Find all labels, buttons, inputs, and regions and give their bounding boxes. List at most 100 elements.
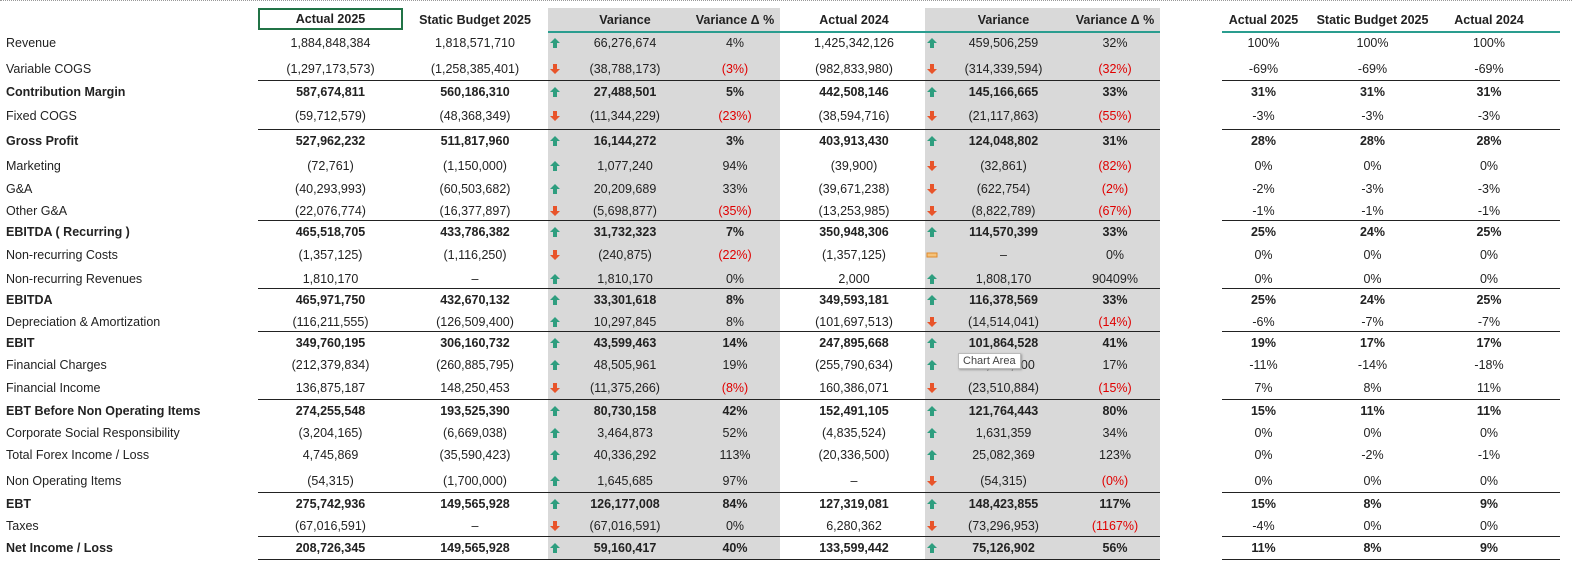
cell[interactable]: 66,276,674 xyxy=(593,36,657,50)
row-label[interactable]: Net Income / Loss xyxy=(6,541,113,555)
cell[interactable]: 14% xyxy=(722,336,748,350)
cell[interactable]: 59,160,417 xyxy=(593,541,657,555)
cell[interactable]: 43,599,463 xyxy=(593,336,657,350)
cell[interactable]: 465,971,750 xyxy=(295,293,366,307)
cell[interactable]: (3,204,165) xyxy=(298,426,363,440)
cell[interactable]: 152,491,105 xyxy=(819,404,889,418)
cell[interactable]: 136,875,187 xyxy=(295,381,366,395)
cell[interactable]: (255,790,634) xyxy=(815,358,893,372)
cell[interactable]: 34% xyxy=(1102,426,1128,440)
row-label[interactable]: Taxes xyxy=(6,519,39,533)
cell[interactable]: -69% xyxy=(1248,62,1279,76)
row-label[interactable]: EBT Before Non Operating Items xyxy=(6,404,201,418)
cell[interactable]: 0% xyxy=(1363,248,1382,262)
cell[interactable]: 9% xyxy=(1479,541,1499,555)
cell[interactable]: 160,386,071 xyxy=(819,381,889,395)
cell[interactable]: 0% xyxy=(1105,248,1125,262)
cell[interactable]: (8%) xyxy=(721,381,749,395)
cell[interactable]: -3% xyxy=(1252,109,1275,123)
cell[interactable]: 403,913,430 xyxy=(819,134,889,148)
row-label[interactable]: Non-recurring Costs xyxy=(6,248,118,262)
cell[interactable]: -3% xyxy=(1361,109,1384,123)
cell[interactable]: 1,884,848,384 xyxy=(290,36,371,50)
cell[interactable]: (21,117,863) xyxy=(968,109,1039,123)
cell[interactable]: 4% xyxy=(725,36,745,50)
cell[interactable]: 113% xyxy=(719,448,751,462)
cell[interactable]: (22,076,774) xyxy=(295,204,366,218)
cell[interactable]: 10,297,845 xyxy=(593,315,657,329)
cell[interactable]: 114,570,399 xyxy=(969,225,1038,239)
cell[interactable]: 247,895,668 xyxy=(819,336,889,350)
cell[interactable]: 80% xyxy=(1102,404,1128,418)
cell[interactable]: 1,810,170 xyxy=(302,272,359,286)
cell[interactable]: -3% xyxy=(1361,182,1384,196)
cell[interactable]: 15% xyxy=(1250,404,1277,418)
cell[interactable]: 8% xyxy=(725,293,745,307)
cell[interactable]: (60,503,682) xyxy=(439,182,511,196)
cell[interactable]: (35%) xyxy=(718,204,752,218)
cell[interactable]: 90409% xyxy=(1092,272,1138,286)
cell[interactable]: 0% xyxy=(1363,426,1382,440)
cell[interactable]: 8% xyxy=(1363,497,1382,511)
cell[interactable]: 0% xyxy=(1254,426,1273,440)
cell[interactable]: -11% xyxy=(1249,358,1278,372)
cell[interactable]: -7% xyxy=(1477,315,1501,329)
cell[interactable]: (0%) xyxy=(1101,474,1129,488)
cell[interactable]: 442,508,146 xyxy=(819,85,889,99)
cell[interactable]: (22%) xyxy=(718,248,752,262)
cell[interactable]: (67,016,591) xyxy=(589,519,661,533)
cell[interactable]: 33% xyxy=(1102,225,1128,239)
cell[interactable]: (48,368,349) xyxy=(439,109,511,123)
cell[interactable]: 11% xyxy=(1251,541,1276,555)
cell[interactable]: -6% xyxy=(1252,315,1275,329)
cell[interactable]: (1,116,250) xyxy=(443,248,507,262)
cell[interactable]: 0% xyxy=(1479,272,1499,286)
cell[interactable]: 117% xyxy=(1099,497,1131,511)
cell[interactable]: 511,817,960 xyxy=(440,134,510,148)
row-label[interactable]: Depreciation & Amortization xyxy=(6,315,161,329)
cell[interactable]: 3,464,873 xyxy=(597,426,653,440)
cell[interactable]: 25,082,369 xyxy=(972,448,1035,462)
cell[interactable]: 8% xyxy=(1363,381,1382,395)
cell[interactable]: (20,336,500) xyxy=(818,448,890,462)
cell[interactable]: (8,822,789) xyxy=(971,204,1036,218)
cell[interactable]: 1,818,571,710 xyxy=(435,36,515,50)
column-header[interactable]: Variance xyxy=(599,13,651,27)
row-label[interactable]: Non-recurring Revenues xyxy=(6,272,143,286)
cell[interactable]: 24% xyxy=(1359,225,1386,239)
cell[interactable]: 350,948,306 xyxy=(819,225,889,239)
cell[interactable]: -1% xyxy=(1477,448,1501,462)
cell[interactable]: 0% xyxy=(1254,159,1273,173)
cell[interactable]: (35,590,423) xyxy=(439,448,511,462)
cell[interactable]: (82%) xyxy=(1098,159,1132,173)
cell[interactable]: 25% xyxy=(1476,225,1502,239)
cell[interactable]: (32%) xyxy=(1098,62,1132,76)
cell[interactable]: 33% xyxy=(722,182,748,196)
cell[interactable]: 24% xyxy=(1359,293,1386,307)
cell[interactable]: (59,712,579) xyxy=(295,109,366,123)
cell[interactable]: 0% xyxy=(1254,474,1273,488)
cell[interactable]: (11,375,266) xyxy=(590,381,660,395)
cell[interactable]: 1,808,170 xyxy=(975,272,1032,286)
cell[interactable]: 527,962,232 xyxy=(295,134,366,148)
cell[interactable]: -1% xyxy=(1477,204,1501,218)
cell[interactable]: 587,674,811 xyxy=(296,85,365,99)
cell[interactable]: (3%) xyxy=(721,62,749,76)
cell[interactable]: 40,336,292 xyxy=(593,448,657,462)
cell[interactable]: (54,315) xyxy=(307,474,354,488)
cell[interactable]: 4,745,869 xyxy=(302,448,359,462)
cell[interactable]: (260,885,795) xyxy=(436,358,514,372)
cell[interactable]: 100% xyxy=(1247,36,1280,50)
column-header[interactable]: Actual 2025 xyxy=(258,8,403,30)
row-label[interactable]: EBIT xyxy=(6,336,35,350)
cell[interactable]: (101,697,513) xyxy=(815,315,893,329)
cell[interactable]: (126,509,400) xyxy=(436,315,514,329)
cell[interactable]: 33,301,618 xyxy=(593,293,657,307)
row-label[interactable]: G&A xyxy=(6,182,33,196)
cell[interactable]: 0% xyxy=(725,519,745,533)
cell[interactable]: 56% xyxy=(1102,541,1128,555)
row-label[interactable]: EBITDA ( Recurring ) xyxy=(6,225,130,239)
cell[interactable]: 0% xyxy=(1363,474,1382,488)
cell[interactable]: (6,669,038) xyxy=(443,426,507,440)
cell[interactable]: -69% xyxy=(1474,62,1504,76)
